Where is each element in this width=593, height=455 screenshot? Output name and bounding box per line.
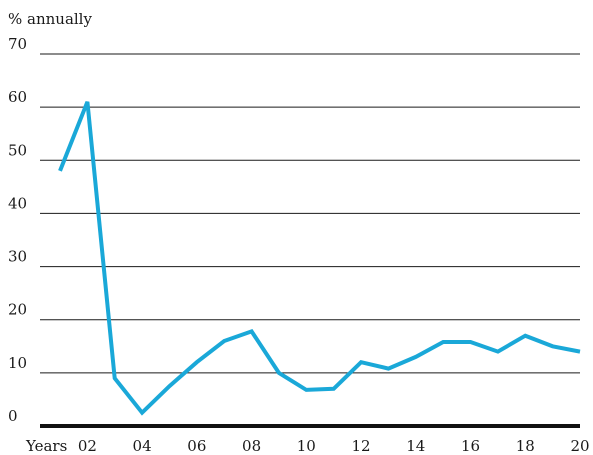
x-tick-labels: 02 04 06 08 10 12 14 16 18 20 (78, 437, 590, 455)
y-tick-label: 30 (8, 248, 27, 266)
y-tick-label: 50 (8, 141, 27, 159)
x-tick-label: 08 (242, 437, 261, 455)
y-tick-label: 20 (8, 301, 27, 319)
x-tick-label: 18 (516, 437, 535, 455)
y-gridlines (40, 53, 580, 428)
x-tick-label: 06 (187, 437, 206, 455)
y-tick-label: 70 (8, 35, 27, 53)
x-tick-label: 20 (570, 437, 589, 455)
x-tick-label: 16 (461, 437, 480, 455)
x-tick-label: 10 (297, 437, 316, 455)
x-axis-label: Years (25, 437, 67, 455)
y-tick-label: 40 (8, 194, 27, 212)
y-tick-labels: 0 10 20 30 40 50 60 70 (8, 35, 27, 425)
series-line (58, 101, 581, 416)
x-tick-label: 12 (352, 437, 371, 455)
x-tick-label: 04 (133, 437, 152, 455)
y-tick-label: 60 (8, 88, 27, 106)
series-points (59, 101, 581, 413)
y-axis-unit-label: % annually (8, 10, 92, 28)
x-tick-label: 14 (406, 437, 425, 455)
x-tick-label: 02 (78, 437, 97, 455)
y-tick-label: 10 (8, 354, 27, 372)
y-tick-label: 0 (8, 407, 18, 425)
